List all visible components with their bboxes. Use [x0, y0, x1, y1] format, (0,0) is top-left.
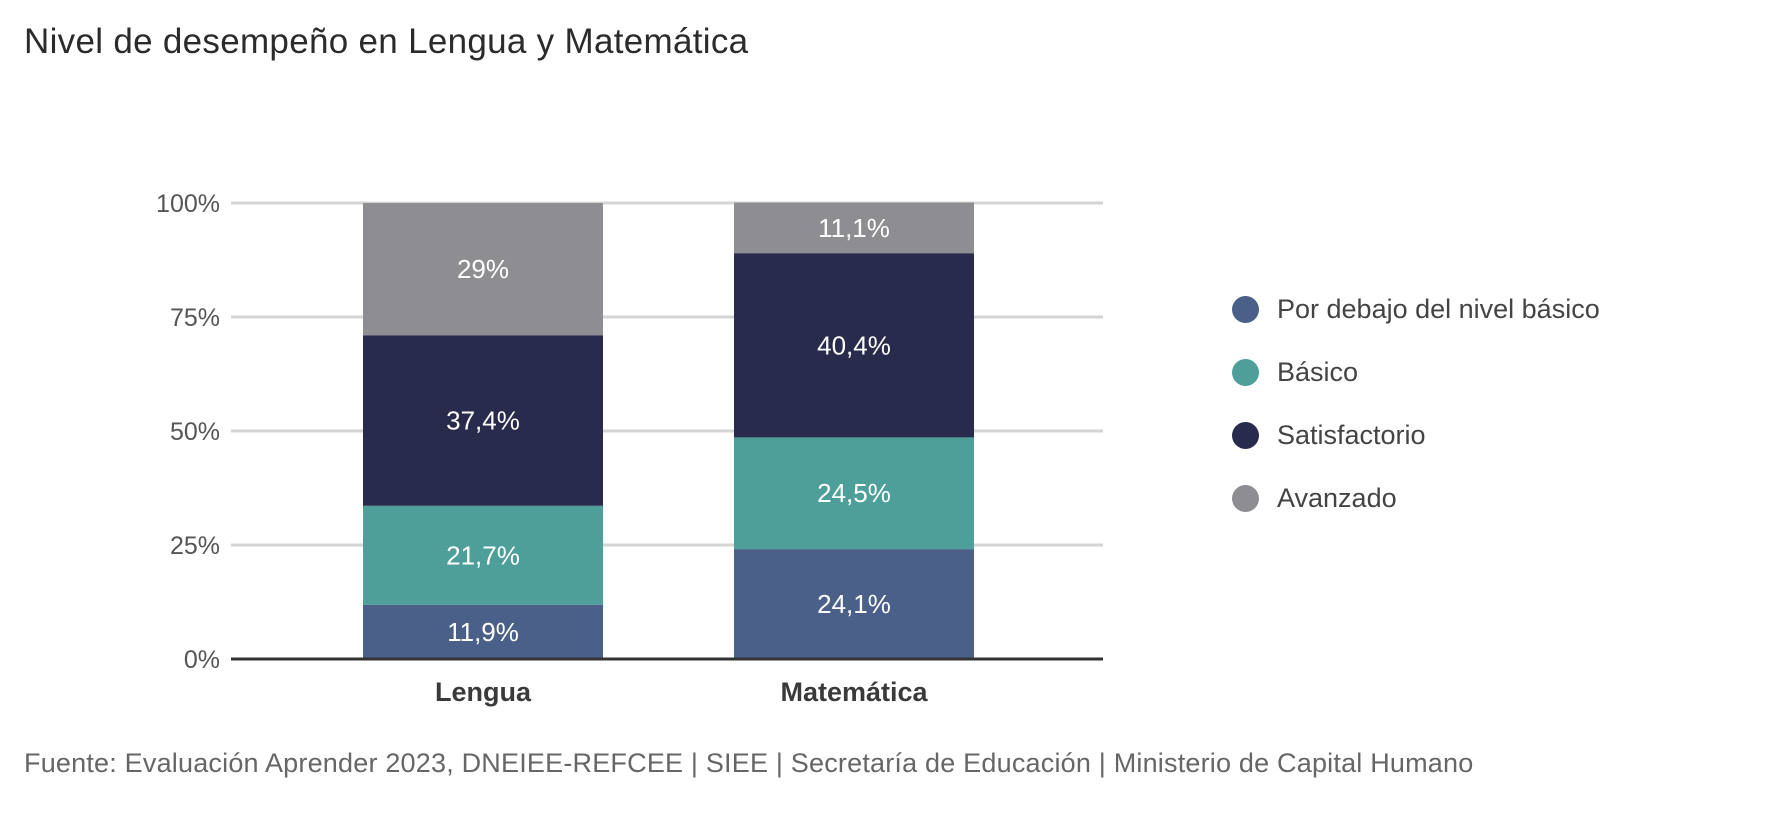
bar-segment: [734, 253, 974, 438]
data-label: 29%: [457, 254, 509, 284]
legend-marker-icon: [1232, 358, 1259, 386]
legend-label: Por debajo del nivel básico: [1277, 293, 1600, 324]
bar-segment: [363, 203, 603, 336]
y-tick-label: 25%: [170, 532, 220, 560]
data-label: 11,9%: [447, 617, 519, 647]
bar-segment: [734, 437, 974, 550]
legend-label: Avanzado: [1277, 482, 1397, 513]
legend-marker-icon: [1232, 421, 1259, 449]
bar-segment: [734, 549, 974, 659]
bar-segment: [363, 505, 603, 605]
legend-marker-icon: [1232, 295, 1259, 323]
data-label: 24,5%: [817, 478, 891, 508]
legend-label: Básico: [1277, 356, 1359, 387]
source-note: Fuente: Evaluación Aprender 2023, DNEIEE…: [24, 748, 1474, 778]
data-label: 11,1%: [818, 213, 890, 243]
chart-title: Nivel de desempeño en Lengua y Matemátic…: [24, 22, 749, 61]
bar-segment: [734, 202, 974, 254]
data-label: 24,1%: [817, 589, 891, 619]
legend-marker-icon: [1232, 484, 1259, 512]
x-tick-label: Matemática: [780, 677, 928, 707]
data-label: 40,4%: [817, 330, 891, 360]
x-tick-label: Lengua: [435, 677, 532, 707]
legend-item: Por debajo del nivel básico: [1232, 294, 1600, 324]
bar-segment: [363, 335, 603, 506]
y-tick-label: 50%: [170, 418, 220, 446]
legend-item: Básico: [1232, 357, 1358, 387]
data-label: 37,4%: [446, 406, 520, 436]
data-label: 21,7%: [446, 540, 520, 570]
legend-item: Avanzado: [1232, 483, 1397, 513]
bar-segment: [363, 604, 603, 659]
legend-item: Satisfactorio: [1232, 420, 1426, 450]
y-tick-label: 0%: [184, 646, 220, 674]
legend-label: Satisfactorio: [1277, 419, 1426, 450]
y-tick-label: 100%: [156, 190, 220, 218]
y-tick-label: 75%: [170, 304, 220, 332]
stacked-bar-chart: 0% 25% 50% 75% 100% 11,9% 21,7% 37,4% 29% Lengua 2…: [156, 190, 1103, 707]
